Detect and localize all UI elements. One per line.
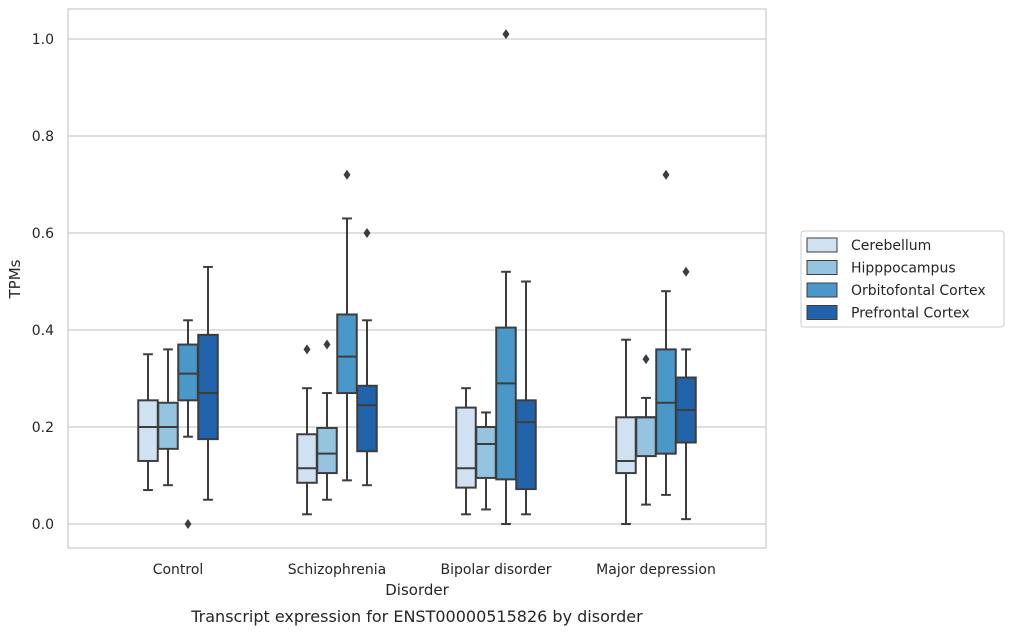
outlier-point [363,228,371,238]
outlier-point [642,354,650,365]
box-plot [336,169,358,482]
outlier-point [343,169,351,180]
box-plot [515,280,537,516]
box-plot [615,338,637,525]
x-tick-label: Control [153,562,204,578]
legend-swatch [806,305,838,320]
box-plot [455,387,477,516]
box-iqr [336,313,358,395]
x-tick-label: Schizophrenia [288,562,386,578]
box-plot [137,353,159,492]
box-iqr [197,333,219,441]
box-iqr [316,426,338,475]
outlier-point [303,344,311,355]
box-iqr [177,343,199,402]
y-tick-label: 1.0 [32,32,54,48]
box-iqr [515,399,537,491]
box-plot [635,354,657,506]
box-iqr [615,416,637,475]
outlier-point [323,339,331,350]
outlier-point [682,266,690,277]
box-plot [316,339,338,501]
legend-frame [800,230,1005,328]
box-plot [655,169,677,496]
y-tick-label: 0.4 [32,323,54,339]
box-iqr [495,326,517,481]
outlier-point [184,519,192,529]
series-orbitofontal-cortex [177,29,677,529]
box-plot [675,266,697,521]
legend-swatch [806,282,838,298]
box-iqr [356,384,378,453]
x-tick-label: Bipolar disorder [440,562,551,578]
x-tick-labels: Control Schizophrenia Bipolar disorder Majo… [153,562,716,578]
box-plot [475,411,497,511]
x-tick-label: Major depression [596,562,716,578]
box-iqr [137,399,159,462]
y-tick-label: 0.6 [32,226,54,242]
y-tick-labels: 0.0 0.2 0.4 0.6 0.8 1.0 [32,32,54,533]
legend-label: Prefrontal Cortex [851,306,970,322]
outlier-point [502,29,510,40]
box-plot [495,29,517,525]
legend-swatch [806,260,838,275]
box-iqr [655,348,677,455]
y-axis-title: TPMs [6,259,24,299]
outlier-point [662,169,670,180]
box-plot [356,228,378,487]
series-prefrontal-cortex [197,228,697,521]
box-plot [296,344,318,516]
box-iqr [296,433,318,484]
legend-item: Prefrontal Cortex [806,305,970,322]
legend-label: Cerebellum [851,238,931,254]
grid-lines [68,38,766,525]
box-iqr [635,416,657,458]
legend-item: Orbitofontal Cortex [806,282,986,299]
plot-frame [67,8,767,549]
legend-item: Cerebellum [806,237,931,254]
y-tick-label: 0.2 [32,420,54,436]
x-axis-title: Disorder [385,581,449,599]
legend: Cerebellum Hipppocampus Orbitofontal Corte… [800,230,1005,328]
box-plot [197,265,219,501]
legend-swatch [806,237,838,253]
legend-label: Orbitofontal Cortex [851,283,986,299]
box-iqr [455,406,477,489]
box-groups [137,29,697,529]
legend-item: Hipppocampus [806,260,956,277]
series-hipppocampus [157,339,657,511]
legend-label: Hipppocampus [851,261,956,277]
box-iqr [157,401,179,450]
box-plot [157,348,179,487]
box-iqr [475,426,497,479]
chart-caption: Transcript expression for ENST0000051582… [190,607,643,626]
y-tick-label: 0.8 [32,129,54,145]
box-plot [177,319,199,529]
y-tick-label: 0.0 [32,517,54,533]
